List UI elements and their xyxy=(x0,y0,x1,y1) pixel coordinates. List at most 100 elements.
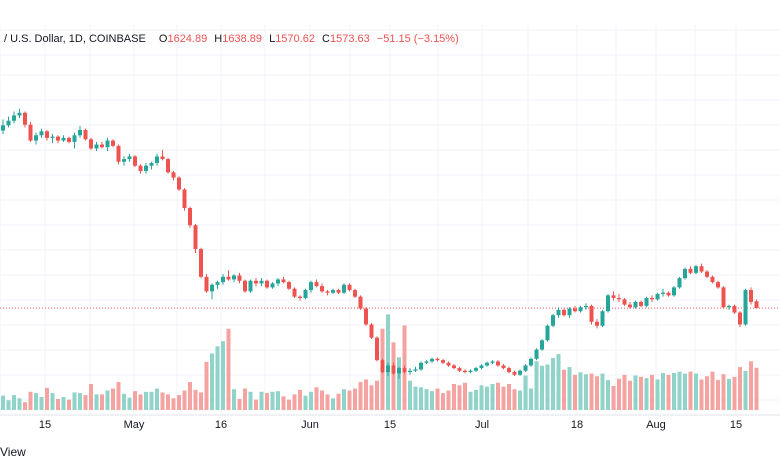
volume-bar xyxy=(573,374,577,410)
volume-bar xyxy=(424,389,429,410)
candle-body xyxy=(540,340,544,350)
volume-bar xyxy=(507,384,511,410)
candle-body xyxy=(303,290,308,298)
candle xyxy=(650,295,654,302)
candle-body xyxy=(100,144,104,148)
candle-body xyxy=(672,287,676,296)
candle-body xyxy=(743,290,748,325)
candle xyxy=(67,136,71,144)
volume-bar xyxy=(611,385,616,410)
volume-bar xyxy=(397,357,401,410)
candle-body xyxy=(628,304,632,308)
volume-bar xyxy=(600,373,605,410)
candle-body xyxy=(694,266,698,273)
candle-body xyxy=(177,177,181,190)
candle xyxy=(39,128,44,138)
candle xyxy=(45,129,49,141)
time-axis-label: Jun xyxy=(301,419,319,431)
close-label: C xyxy=(322,33,330,45)
candle-body xyxy=(298,296,302,298)
candle-body xyxy=(523,365,528,371)
candle-body xyxy=(529,358,533,366)
candle-body xyxy=(501,365,506,369)
candle-body xyxy=(424,361,429,363)
candle-body xyxy=(314,282,319,287)
volume-bar xyxy=(617,378,621,410)
candle xyxy=(424,360,429,365)
candle-body xyxy=(413,369,418,371)
volume-bar xyxy=(353,388,357,410)
volume-bar xyxy=(325,394,330,410)
candle xyxy=(17,108,22,119)
volume-bar xyxy=(677,371,682,410)
candle-body xyxy=(639,301,643,306)
candle xyxy=(336,288,341,295)
candle-body xyxy=(17,112,22,116)
volume-bar xyxy=(650,374,654,410)
volume-bar xyxy=(171,398,176,410)
candle xyxy=(694,264,698,275)
candle xyxy=(1,119,5,134)
volume-bar xyxy=(199,392,203,410)
candle-body xyxy=(215,282,220,285)
candle-body xyxy=(507,368,511,373)
low-value: 1570.62 xyxy=(275,33,315,45)
candle-body xyxy=(83,129,88,140)
volume-bar xyxy=(232,389,236,410)
candle xyxy=(56,135,60,144)
candle-body xyxy=(347,284,352,291)
volume-bar xyxy=(138,394,143,410)
time-axis[interactable]: 15 May 16 Jun 15 Jul 18 Aug 15 xyxy=(39,419,742,431)
candle xyxy=(628,301,632,309)
candle xyxy=(490,360,495,365)
volume-bar xyxy=(501,386,506,410)
candle xyxy=(188,206,192,228)
footer-view-label[interactable]: View xyxy=(0,445,26,459)
candle-body xyxy=(28,124,33,141)
candle xyxy=(182,188,187,211)
volume-bar xyxy=(699,379,704,410)
candle xyxy=(375,336,379,362)
volume-bar xyxy=(265,393,269,410)
candle-body xyxy=(237,275,242,281)
candle-body xyxy=(617,297,621,300)
candle xyxy=(358,295,363,310)
candle xyxy=(314,279,319,288)
candle-body xyxy=(369,324,374,338)
candle-body xyxy=(699,266,704,272)
time-axis-label: 15 xyxy=(39,419,51,431)
candle xyxy=(468,369,473,374)
candle-body xyxy=(705,271,709,277)
candle-body xyxy=(155,156,159,164)
volume-bar xyxy=(595,376,599,410)
volume-bar xyxy=(683,373,687,410)
candle-body xyxy=(551,315,555,326)
candle xyxy=(457,366,462,373)
candle-body xyxy=(149,163,154,166)
candle-body xyxy=(606,295,610,312)
volume-bar xyxy=(529,388,533,410)
candle-body xyxy=(463,370,467,373)
candle xyxy=(72,132,77,149)
candle xyxy=(193,223,198,253)
candle-body xyxy=(490,361,495,363)
candle-body xyxy=(336,290,341,293)
candle-body xyxy=(457,368,462,371)
candle xyxy=(105,137,110,152)
candle xyxy=(738,311,742,328)
candle xyxy=(534,348,539,361)
candle-body xyxy=(716,282,720,288)
candle-body xyxy=(633,301,638,308)
volume-bar xyxy=(133,391,137,410)
candle xyxy=(6,116,11,128)
volume-bar xyxy=(408,380,412,410)
candle xyxy=(232,274,236,283)
candle-body xyxy=(111,140,115,146)
volume-bar xyxy=(303,395,308,410)
volume-bar xyxy=(369,385,374,410)
candle-body xyxy=(446,362,451,366)
candle-body xyxy=(402,368,407,373)
time-axis-label: Aug xyxy=(646,419,666,431)
volume-bar xyxy=(446,390,451,410)
